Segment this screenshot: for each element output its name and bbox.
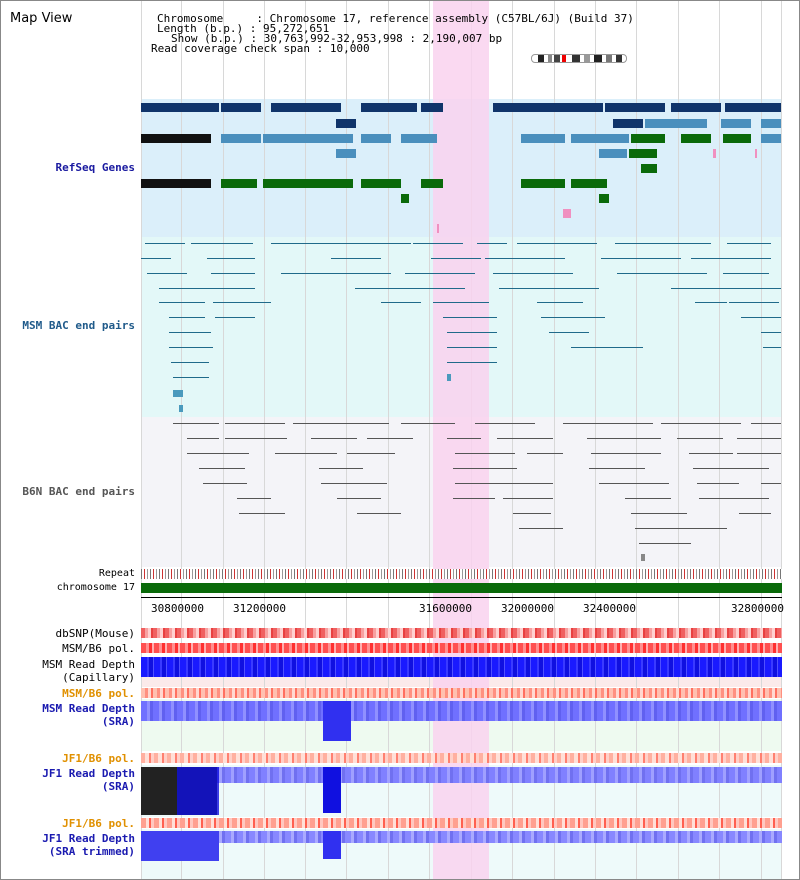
track-label-jf1-depth-trim-1: JF1 Read Depth (42, 832, 135, 845)
track-label-chromosome: chromosome 17 (56, 582, 135, 593)
info-span: Read coverage check span : 10,000 (151, 42, 370, 55)
msm-b6-pol-track-1[interactable] (141, 643, 782, 653)
jf1-depth-sra-track[interactable] (141, 767, 782, 783)
info-chromosome: Chromosome : Chromosome 17, reference as… (157, 12, 634, 25)
track-label-msm-depth-cap-2: (Capillary) (62, 671, 135, 684)
chromosome-ideogram[interactable] (531, 54, 627, 63)
jf1-depth-trimmed-track[interactable] (141, 831, 782, 843)
axis-tick-2: 31200000 (233, 602, 286, 615)
page-title: Map View (10, 11, 73, 26)
jf1-b6-pol-track-2[interactable] (141, 818, 782, 828)
axis-tick-4: 32000000 (501, 602, 554, 615)
axis-tick-3: 31600000 (419, 602, 472, 615)
msm-b6-pol-track-2[interactable] (141, 688, 782, 698)
jf1-depth-sra-blue-block (177, 767, 219, 815)
msm-depth-sra-spike (323, 701, 351, 741)
track-label-refseq: RefSeq Genes (55, 161, 135, 174)
track-label-jf1-depth-sra-1: JF1 Read Depth (42, 767, 135, 780)
track-label-msm-depth-sra-1: MSM Read Depth (42, 702, 135, 715)
info-show: Show (b.p.) : 30,763,992-32,953,998 : 2,… (171, 32, 503, 45)
selection-highlight[interactable] (433, 1, 489, 879)
track-label-jf1-b6-pol-2: JF1/B6 pol. (62, 817, 135, 830)
track-label-msm-depth-cap-1: MSM Read Depth (42, 658, 135, 671)
track-label-msm-depth-sra-2: (SRA) (101, 715, 135, 728)
position-axis (141, 597, 782, 617)
track-label-jf1-b6-pol-1: JF1/B6 pol. (62, 752, 135, 765)
chromosome-bar[interactable] (141, 583, 782, 593)
axis-tick-1: 30800000 (151, 602, 204, 615)
track-label-dbsnp: dbSNP(Mouse) (55, 627, 135, 640)
axis-tick-5: 32400000 (583, 602, 636, 615)
jf1-depth-trimmed-block (141, 831, 219, 861)
repeat-track[interactable] (141, 569, 782, 579)
track-label-repeat: Repeat (98, 568, 135, 579)
track-label-jf1-depth-trim-2: (SRA trimmed) (48, 845, 135, 858)
jf1-depth-trimmed-spike (323, 831, 341, 859)
track-label-msm-bac: MSM BAC end pairs (22, 319, 135, 332)
msm-depth-capillary-track[interactable] (141, 657, 782, 677)
axis-tick-6: 32800000 (731, 602, 784, 615)
jf1-depth-sra-spike (323, 767, 341, 813)
msm-depth-sra-track[interactable] (141, 701, 782, 721)
track-label-jf1-depth-sra-2: (SRA) (101, 780, 135, 793)
info-length: Length (b.p.) : 95,272,651 (157, 22, 330, 35)
track-label-b6n-bac: B6N BAC end pairs (22, 485, 135, 498)
dbsnp-track[interactable] (141, 628, 782, 638)
track-label-msm-b6-pol-1: MSM/B6 pol. (62, 642, 135, 655)
jf1-b6-pol-track-1[interactable] (141, 753, 782, 763)
track-label-msm-b6-pol-2: MSM/B6 pol. (62, 687, 135, 700)
